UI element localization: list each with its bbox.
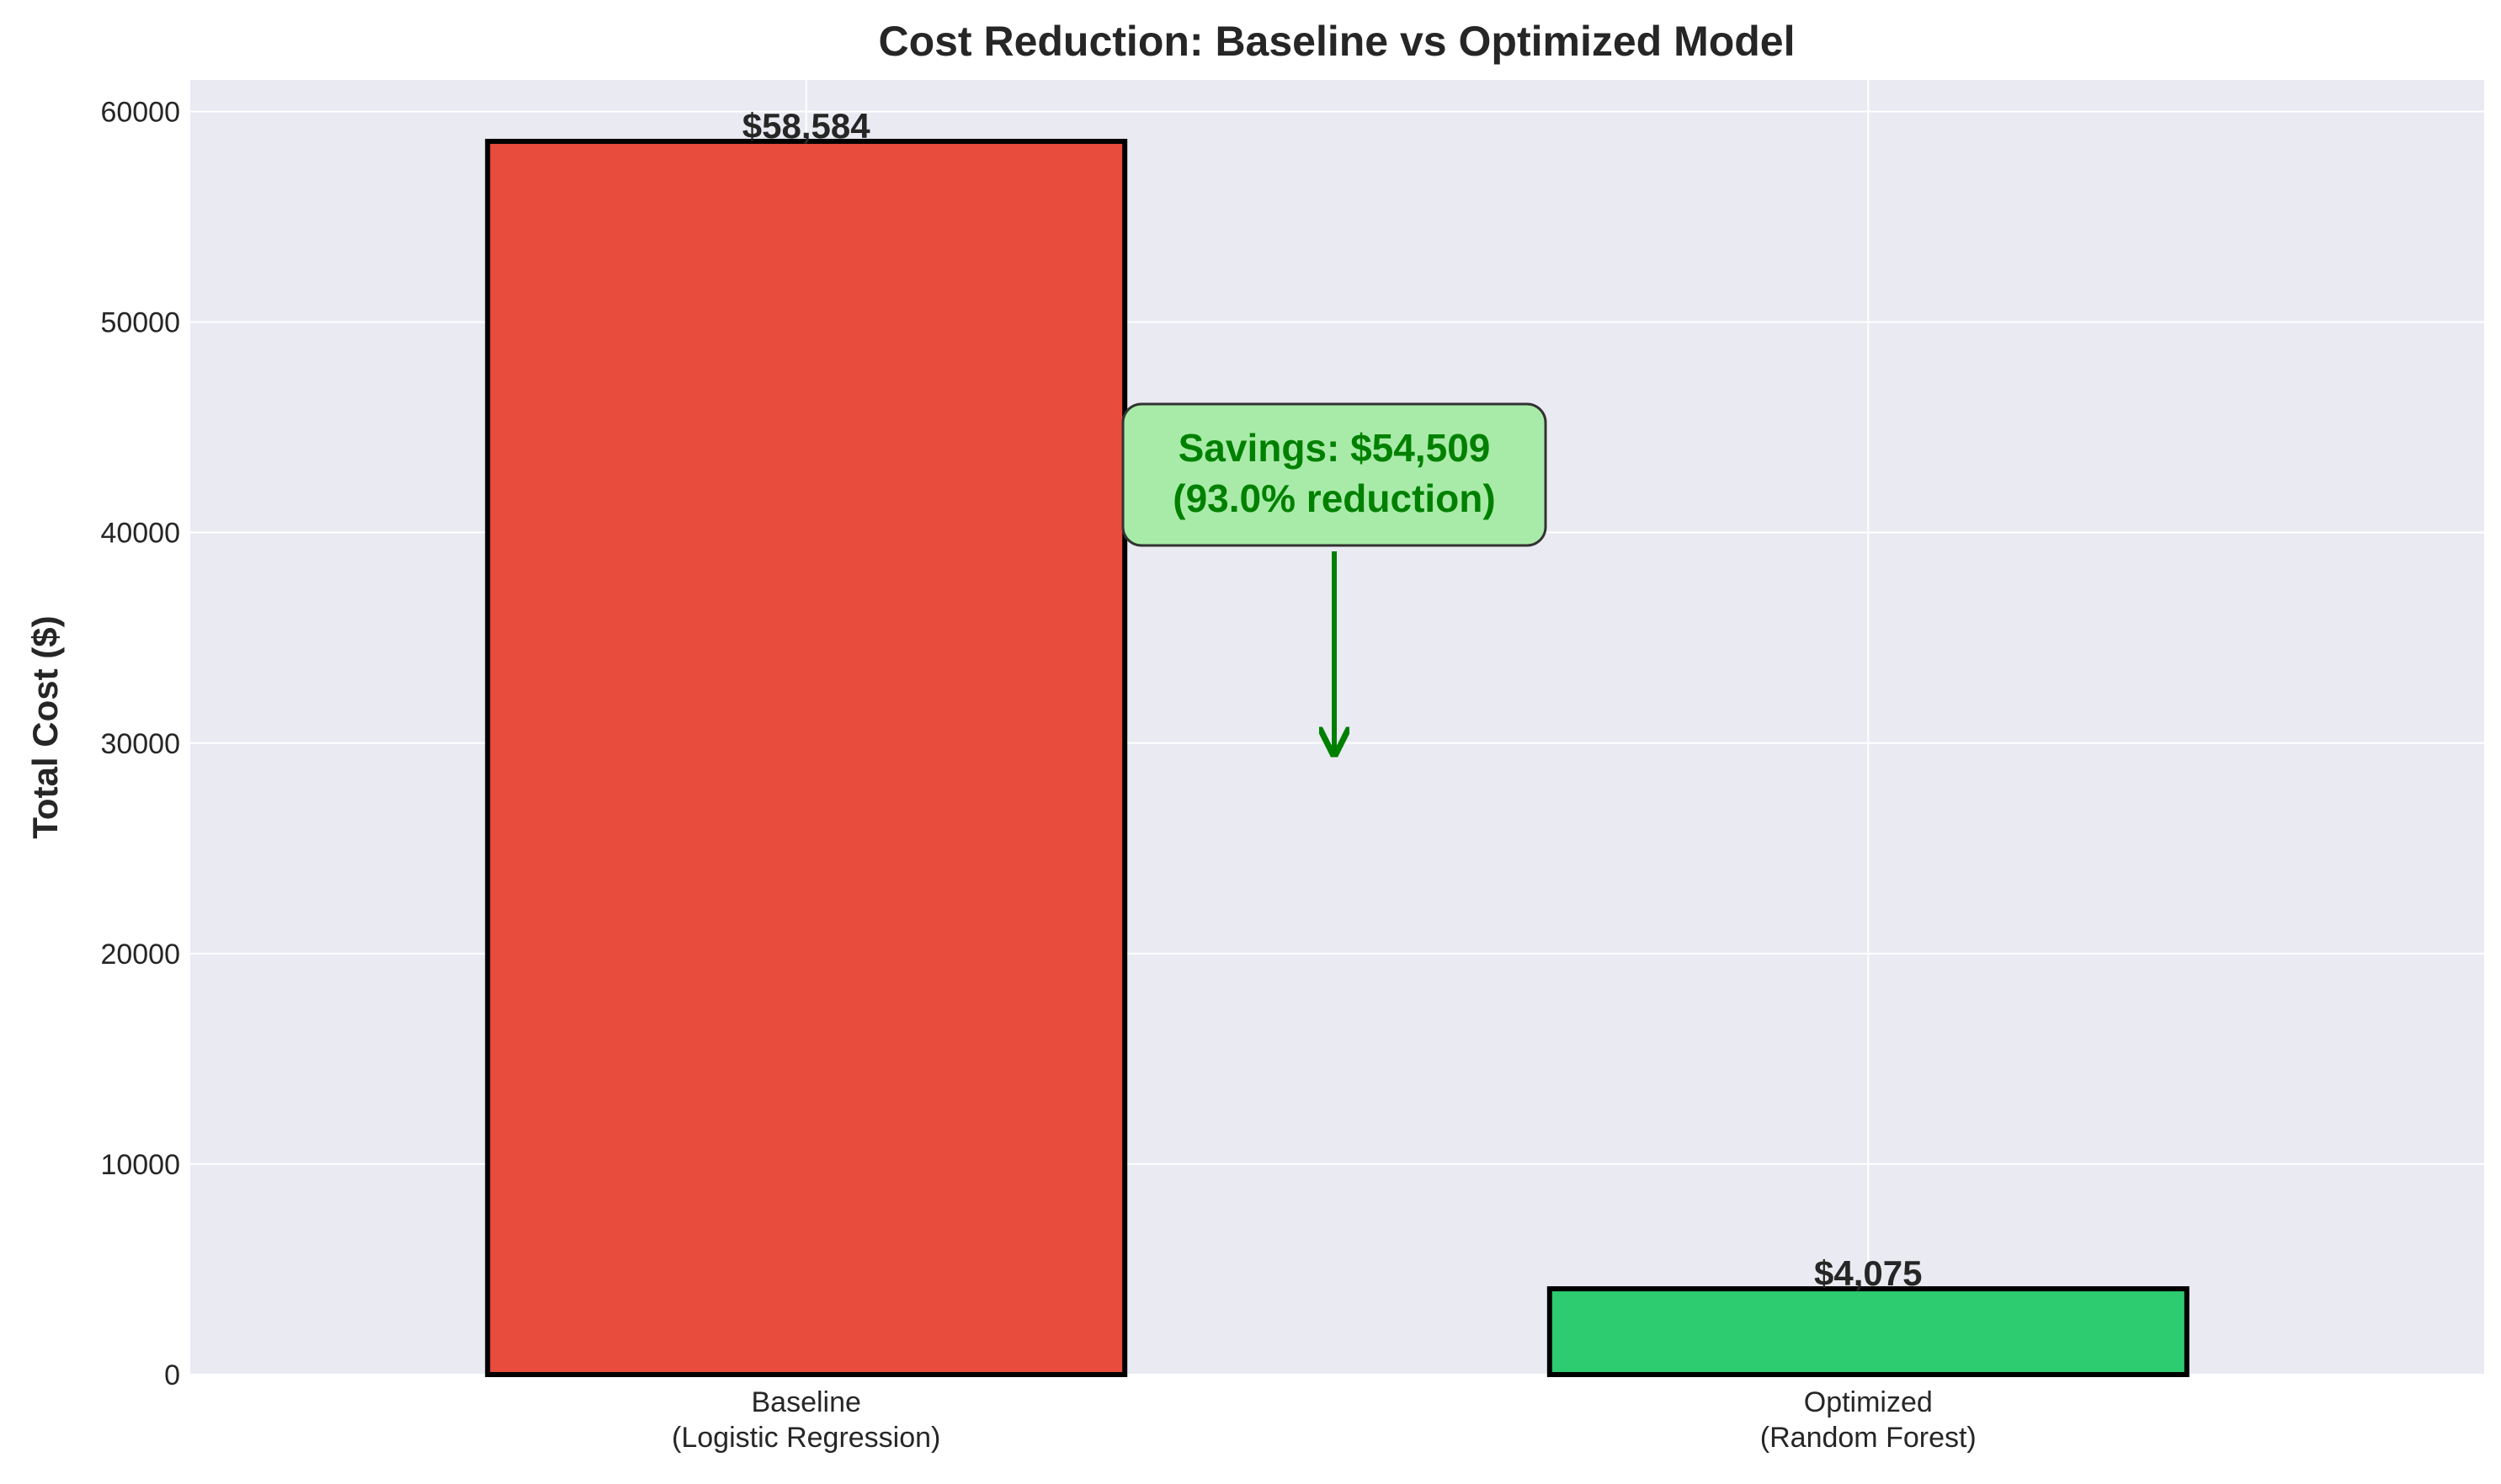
bar [485, 138, 1128, 1377]
value-labels-layer: $58,584 $4,075 [742, 106, 1923, 1293]
chart-title: Cost Reduction: Baseline vs Optimized Mo… [878, 18, 1795, 65]
bar [1546, 1286, 2190, 1378]
x-tick-label: (Random Forest) [1760, 1422, 1977, 1454]
bar-value-label: $4,075 [1814, 1253, 1922, 1293]
y-tick-label: 40000 [100, 518, 180, 550]
x-tick-label: Baseline [752, 1386, 861, 1418]
x-axis-ticks: Baseline (Logistic Regression) Optimized (R… [672, 1386, 1977, 1454]
x-tick-label: (Logistic Regression) [672, 1422, 940, 1454]
y-tick-label: 20000 [100, 939, 180, 971]
y-tick-label: 10000 [100, 1149, 180, 1181]
annotation-box [1121, 402, 1547, 547]
y-tick-label: 30000 [100, 728, 180, 760]
savings-annotation: Savings: $54,509 (93.0% reduction) [1121, 402, 1547, 751]
annotation-line-reduction: (93.0% reduction) [1173, 476, 1495, 520]
x-tick-label: Optimized [1804, 1386, 1933, 1418]
y-tick-label: 50000 [100, 307, 180, 339]
y-axis-ticks: 0 10000 20000 30000 40000 50000 60000 [100, 97, 180, 1391]
y-tick-label: 0 [164, 1359, 180, 1391]
y-axis-label: Total Cost ($) [25, 615, 65, 838]
annotation-line-savings: Savings: $54,509 [1179, 426, 1491, 470]
bars-layer [485, 138, 2190, 1378]
bar-value-label: $58,584 [742, 106, 870, 146]
y-tick-label: 60000 [100, 97, 180, 129]
